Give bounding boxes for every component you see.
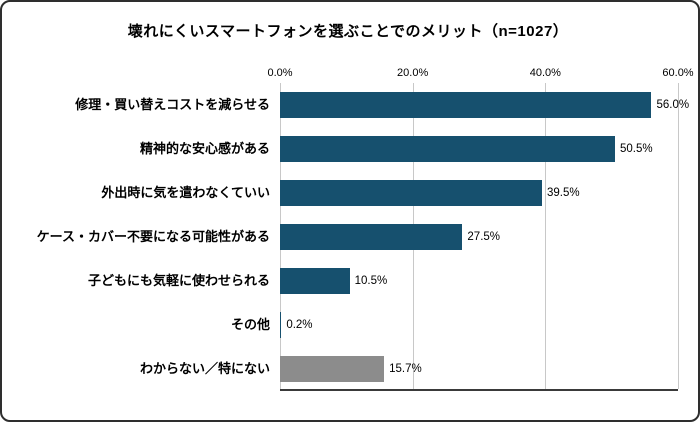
bar xyxy=(280,92,652,118)
category-label: 修理・買い替えコストを減らせる xyxy=(75,97,270,113)
category-label: 子どもにも気軽に使わせられる xyxy=(87,273,270,289)
x-axis-ticks: 0.0% 20.0% 40.0% 60.0% xyxy=(267,61,693,83)
bar-track: 15.7% xyxy=(280,347,678,391)
category-label: 外出時に気を遣わなくていい xyxy=(101,185,270,201)
chart-body: 修理・買い替えコストを減らせる 56.0% 精神的な安心感がある 50.5% 外出時に気… xyxy=(18,83,689,391)
chart-row: わからない／特にない 15.7% xyxy=(18,347,678,391)
chart-row: その他 0.2% xyxy=(18,303,678,347)
chart-row: 精神的な安心感がある 50.5% xyxy=(18,127,678,171)
bar xyxy=(280,224,463,250)
bar-chart: 0.0% 20.0% 40.0% 60.0% 修理・買い替えコストを減らせる 56.0%… xyxy=(18,61,694,391)
bar-track: 10.5% xyxy=(280,259,678,303)
bar xyxy=(280,180,543,206)
x-tick-label: 20.0% xyxy=(397,67,429,79)
bar xyxy=(280,268,350,294)
gridline xyxy=(678,83,679,389)
x-tick-label: 40.0% xyxy=(529,67,561,79)
gridline xyxy=(545,83,547,389)
chart-row: 外出時に気を遣わなくていい 39.5% xyxy=(18,171,678,215)
bar xyxy=(280,356,385,382)
bar-track: 0.2% xyxy=(280,303,678,347)
x-tick-label: 60.0% xyxy=(662,67,694,79)
chart-row: 子どもにも気軽に使わせられる 10.5% xyxy=(18,259,678,303)
chart-row: 修理・買い替えコストを減らせる 56.0% xyxy=(18,83,689,127)
bar-track: 50.5% xyxy=(280,127,678,171)
category-label: 精神的な安心感がある xyxy=(139,141,270,157)
category-label: ケース・カバー不要になる可能性がある xyxy=(36,229,270,245)
bar xyxy=(280,312,282,338)
bar-track: 27.5% xyxy=(280,215,678,259)
value-label: 39.5% xyxy=(547,187,580,199)
value-label: 27.5% xyxy=(467,231,501,243)
bar-track: 39.5% xyxy=(280,171,678,215)
chart-row: ケース・カバー不要になる可能性がある 27.5% xyxy=(18,215,678,259)
value-label: 50.5% xyxy=(619,143,653,155)
category-label: その他 xyxy=(230,317,270,333)
value-label: 10.5% xyxy=(354,275,388,287)
value-label: 0.2% xyxy=(286,319,313,331)
x-tick-label: 0.0% xyxy=(267,67,293,79)
chart-title: 壊れにくいスマートフォンを選ぶことでのメリット（n=1027） xyxy=(127,23,569,40)
category-label: わからない／特にない xyxy=(139,361,270,377)
bar xyxy=(280,136,615,162)
value-label: 56.0% xyxy=(656,99,690,111)
value-label: 15.7% xyxy=(389,363,422,375)
bar-track: 56.0% xyxy=(280,83,689,127)
